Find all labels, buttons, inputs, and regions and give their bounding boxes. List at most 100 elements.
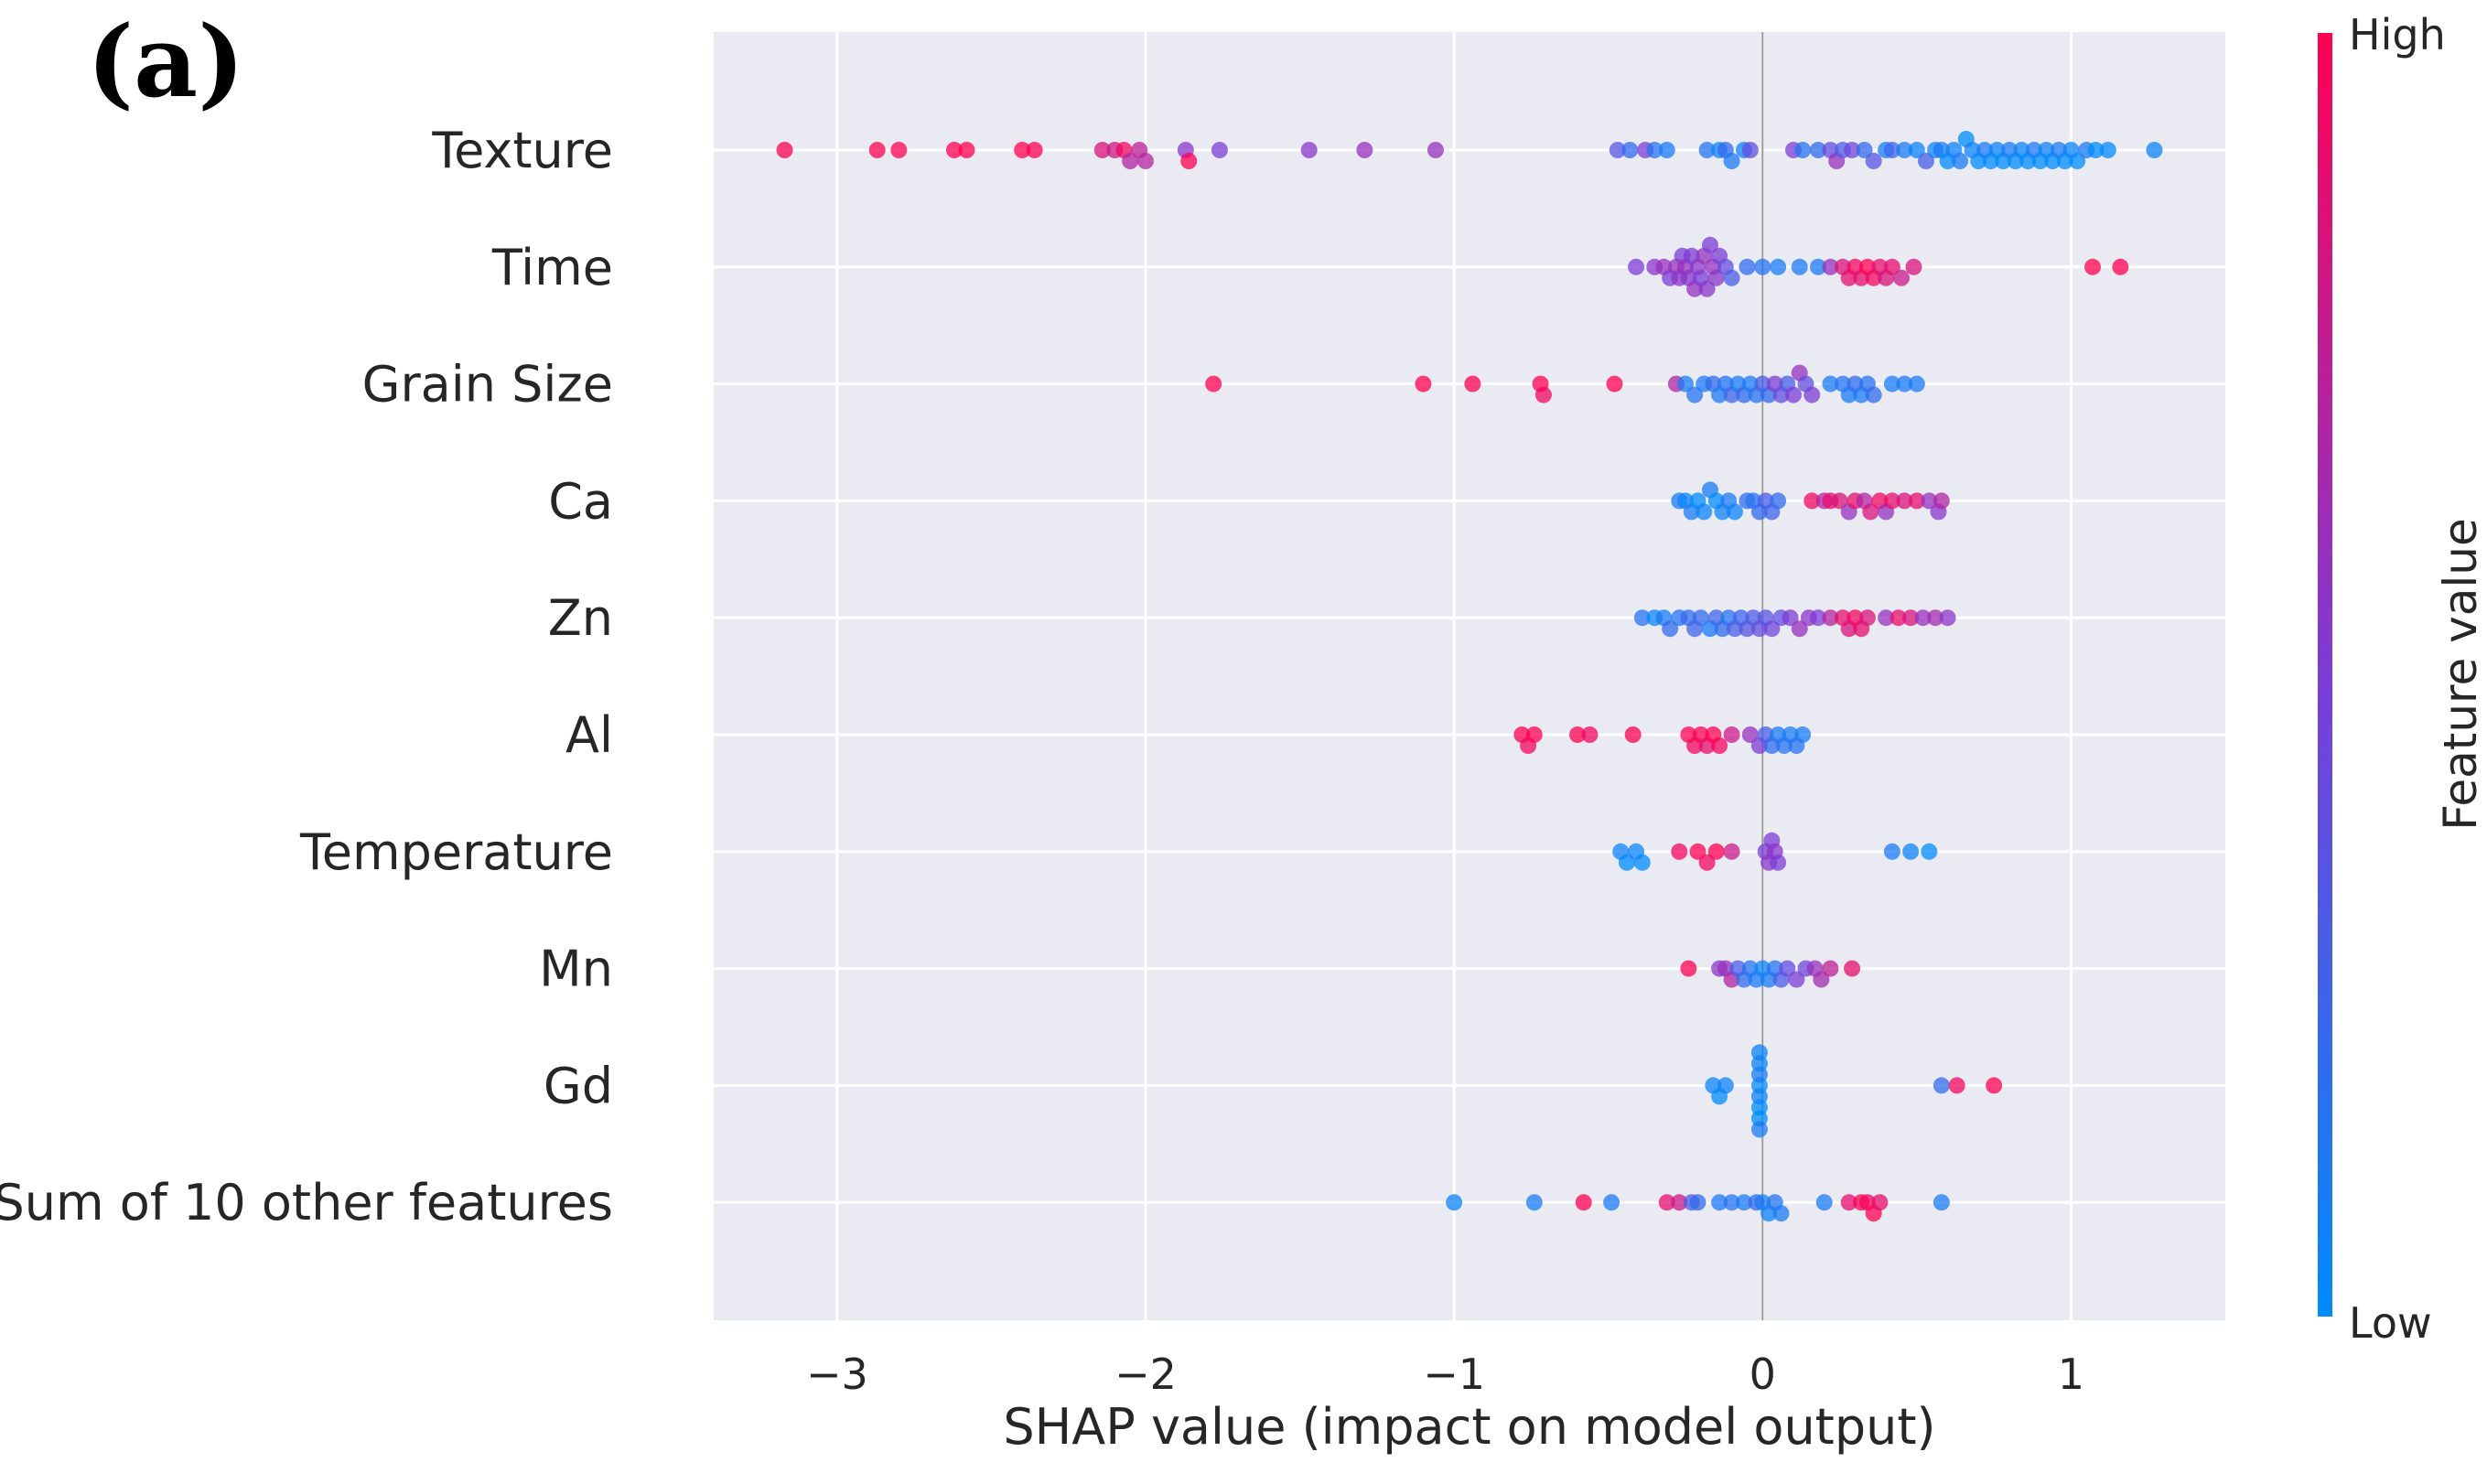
shap-point [1692,609,1709,627]
shap-point [1723,843,1740,860]
shap-point [1621,142,1639,158]
shap-point [1525,726,1543,743]
colorbar [2318,33,2332,1317]
shap-point [1803,386,1821,403]
shap-point [1750,1121,1768,1138]
feature-label: Grain Size [362,356,613,414]
feature-label: Sum of 10 other features [0,1174,613,1231]
x-tick-label: −3 [806,1350,868,1399]
shap-point [1658,1194,1675,1211]
shap-point [1671,1194,1688,1211]
shap-point [1822,609,1839,627]
shap-point [1871,1194,1889,1211]
shap-point [1300,142,1318,158]
shap-point [1927,609,1944,627]
x-tick-label: 0 [1750,1350,1776,1399]
shap-point [1723,153,1740,169]
shap-point [1794,142,1812,158]
shap-point [1726,503,1743,521]
shap-point [1698,280,1716,297]
colorbar-high-label: High [2349,10,2446,59]
feature-labels: Texture Time Grain Size Ca Zn Al Temperature Mn… [0,122,613,1231]
shap-point [1791,620,1808,638]
shap-point [2084,258,2102,275]
shap-point [1603,1194,1620,1211]
shap-point [1525,1194,1543,1211]
shap-point [868,142,886,158]
shap-point [1986,1077,2003,1094]
shap-point [1785,386,1802,403]
shap-point [1908,375,1925,393]
shap-point [1815,1194,1833,1211]
shap-point [1137,153,1154,169]
feature-label: Mn [539,941,613,998]
shap-point [1770,492,1787,510]
colorbar-title: Feature value [2434,518,2487,830]
feature-label: Gd [544,1057,613,1114]
shap-point [1905,258,1922,275]
shap-point [1782,609,1799,627]
shap-point [945,142,963,158]
shap-point [1822,960,1839,977]
shap-point [1840,1194,1857,1211]
shap-point [1698,854,1716,871]
shap-point [1464,375,1481,393]
shap-point [1696,503,1713,521]
feature-label: Zn [548,589,613,647]
shap-point [2087,142,2105,158]
shap-point [1896,142,1913,158]
shap-point [1933,1194,1950,1211]
shap-point [1754,258,1771,275]
shap-point [1844,142,1861,158]
panel-label: (a) [87,5,244,120]
plot-background [714,32,2225,1320]
shap-point [1211,142,1228,158]
shap-point [1415,375,1432,393]
shap-point [1723,1194,1740,1211]
shap-point [1809,142,1826,158]
shap-point [1779,960,1796,977]
shap-point [1624,726,1642,743]
shap-point [1628,258,1645,275]
shap-point [1606,375,1623,393]
shap-point [1803,492,1821,510]
shap-point [1446,1194,1463,1211]
shap-point [1427,142,1444,158]
shap-point [1791,258,1808,275]
shap-point [1707,843,1725,860]
shap-point [1883,843,1900,860]
shap-point [1014,142,1031,158]
shap-point [1908,142,1925,158]
x-tick-label: −1 [1423,1350,1485,1399]
shap-point [1893,269,1910,286]
x-tick-label: 1 [2058,1350,2084,1399]
shap-point [1736,1194,1753,1211]
shap-point [1717,1077,1734,1094]
shap-point [1948,1077,1965,1094]
x-axis-label: SHAP value (impact on model output) [1003,1398,1935,1456]
shap-point [1750,1044,1768,1061]
shap-point [1723,269,1740,286]
shap-point [1534,386,1552,403]
shap-point [1939,609,1956,627]
shap-point [1914,609,1932,627]
shap-point [1093,142,1111,158]
colorbar-low-label: Low [2349,1298,2432,1348]
shap-point [1581,726,1599,743]
shap-point [1844,960,1861,977]
x-tick-labels: −3 −2 −1 0 1 [806,1350,2084,1399]
shap-point [1862,503,1879,521]
shap-point [2099,142,2116,158]
shap-point [1856,142,1873,158]
x-tick-label: −2 [1114,1350,1177,1399]
shap-point [1662,620,1679,638]
shap-point [1865,153,1882,169]
shap-point [1883,375,1900,393]
shap-point [1658,142,1675,158]
shap-point [1763,620,1781,638]
shap-point [1633,854,1651,871]
shap-point [1794,726,1812,743]
shap-point [1813,971,1830,988]
shap-point [1741,726,1759,743]
